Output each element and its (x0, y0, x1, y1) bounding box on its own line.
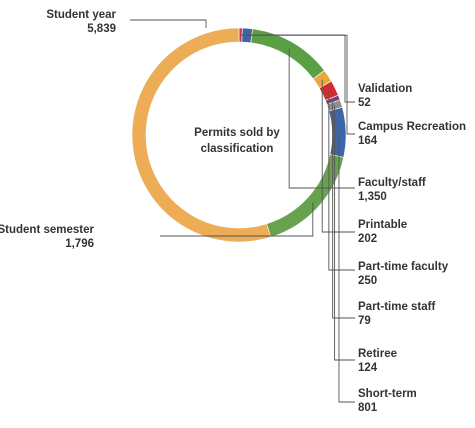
label-name-part-time-faculty: Part-time faculty (358, 261, 449, 273)
leader-student-year (130, 19, 207, 28)
label-name-student-year: Student year (46, 9, 116, 21)
label-name-validation: Validation (358, 83, 412, 95)
donut-slices (131, 27, 347, 243)
label-value-printable: 202 (358, 233, 377, 245)
leader-part-time-faculty (328, 91, 355, 271)
label-name-faculty-staff: Faculty/staff (358, 177, 426, 189)
slice-student-year (131, 27, 272, 243)
label-value-part-time-faculty: 250 (358, 275, 377, 287)
label-name-part-time-staff: Part-time staff (358, 301, 435, 313)
leader-part-time-staff (332, 99, 355, 319)
slice-student-semester (266, 154, 344, 238)
slice-labels: Validation 52 Campus Recreation 164 Faculty/… (0, 9, 466, 414)
label-name-printable: Printable (358, 219, 407, 231)
leader-retiree (334, 105, 355, 361)
label-value-short-term: 801 (358, 402, 378, 414)
center-title-line-2: classification (201, 143, 274, 155)
leader-printable (321, 79, 355, 233)
leader-lines (130, 19, 355, 403)
leader-short-term (338, 132, 355, 403)
leader-campus-recreation (246, 34, 355, 135)
label-value-campus-recreation: 164 (358, 135, 378, 147)
label-name-student-semester: Student semester (0, 224, 95, 236)
label-value-part-time-staff: 79 (358, 315, 371, 327)
label-name-retiree: Retiree (358, 348, 397, 360)
center-title-line-1: Permits sold by (194, 127, 280, 139)
label-value-faculty-staff: 1,350 (358, 191, 387, 203)
label-value-student-year: 5,839 (87, 23, 116, 35)
slice-faculty-staff (250, 28, 325, 80)
label-value-validation: 52 (358, 97, 371, 109)
label-value-retiree: 124 (358, 362, 378, 374)
leader-student-semester (160, 202, 314, 237)
leader-validation (240, 34, 355, 103)
label-name-campus-recreation: Campus Recreation (358, 121, 466, 133)
label-value-student-semester: 1,796 (65, 238, 94, 250)
label-name-short-term: Short-term (358, 388, 417, 400)
slice-short-term (328, 106, 347, 158)
